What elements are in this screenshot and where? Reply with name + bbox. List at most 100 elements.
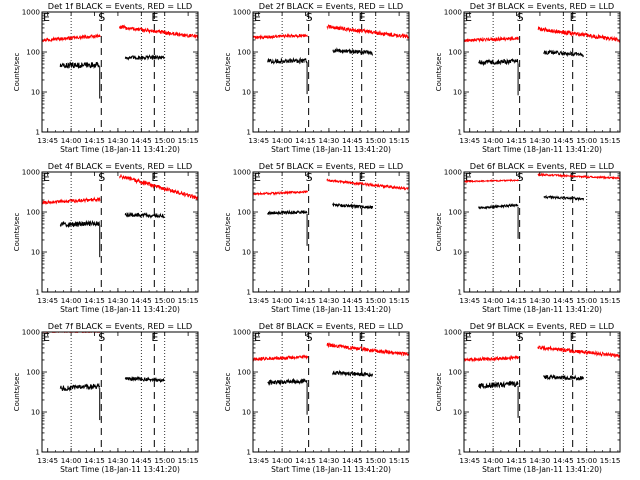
lld-series-line: [326, 24, 410, 39]
x-tick-label: 14:00: [61, 296, 82, 305]
lld-series-line: [537, 172, 621, 181]
marker-label-e: E: [254, 11, 261, 24]
events-series-line: [543, 194, 585, 202]
y-tick-label: 10: [31, 408, 41, 417]
plot-frame: [41, 331, 199, 453]
x-tick-label: 15:15: [600, 136, 621, 145]
lld-series-line: [463, 178, 519, 184]
marker-label-s: S: [306, 11, 313, 24]
y-tick-label: 1: [457, 288, 462, 297]
y-tick-label: 10: [453, 248, 463, 257]
x-tick-label: 13:45: [248, 456, 269, 465]
x-tick-label: 14:15: [84, 456, 105, 465]
detector-panel-1: Det 1f BLACK = Events, RED = LLD 1 10 100 10…: [13, 1, 199, 154]
x-tick-label: 14:00: [272, 136, 293, 145]
detector-panel-3: Det 3f BLACK = Events, RED = LLD 1 10 100 10…: [435, 1, 621, 154]
plot-frame: [41, 11, 199, 133]
x-tick-label: 15:15: [389, 136, 410, 145]
y-tick-label: 10: [242, 248, 252, 257]
x-tick-label: 15:15: [178, 456, 199, 465]
x-tick-label: 13:45: [248, 296, 269, 305]
lld-series-line: [252, 354, 309, 362]
y-tick-label: 1000: [444, 168, 463, 177]
y-tick-label: 1: [457, 128, 462, 137]
plot-frame: [252, 11, 410, 133]
x-tick-label: 14:15: [506, 136, 527, 145]
x-tick-label: 15:00: [365, 296, 386, 305]
marker-label-e: E: [359, 171, 366, 184]
x-tick-label: 14:15: [506, 296, 527, 305]
marker-label-s: S: [517, 331, 524, 344]
marker-label-e: E: [359, 11, 366, 24]
marker-label-e: E: [570, 331, 577, 344]
panel-title: Det 5f BLACK = Events, RED = LLD: [259, 161, 403, 171]
events-series-line: [478, 57, 519, 67]
x-tick-label: 14:00: [61, 136, 82, 145]
x-axis-label: Start Time (18-Jan-11 13:41:20): [271, 465, 391, 474]
y-tick-label: 100: [237, 48, 251, 57]
y-axis-label: Counts/sec: [224, 373, 232, 412]
marker-label-e: E: [43, 171, 50, 184]
x-tick-label: 15:15: [600, 456, 621, 465]
y-tick-label: 100: [448, 48, 462, 57]
x-tick-label: 14:15: [84, 296, 105, 305]
y-tick-label: 1000: [22, 168, 41, 177]
panel-title: Det 9f BLACK = Events, RED = LLD: [470, 321, 614, 331]
x-tick-label: 14:15: [295, 296, 316, 305]
detector-panel-4: Det 4f BLACK = Events, RED = LLD 1 10 100 10…: [13, 161, 199, 314]
x-tick-label: 15:15: [178, 136, 199, 145]
x-axis-label: Start Time (18-Jan-11 13:41:20): [482, 305, 602, 314]
y-axis-label: Counts/sec: [13, 213, 21, 252]
x-tick-label: 13:45: [37, 296, 58, 305]
lld-series-line: [326, 342, 410, 357]
marker-label-s: S: [306, 331, 313, 344]
detector-panel-8: Det 8f BLACK = Events, RED = LLD 1 10 100 10…: [224, 321, 410, 474]
events-series-line: [332, 369, 374, 378]
x-tick-label: 14:00: [61, 456, 82, 465]
panel-title: Det 6f BLACK = Events, RED = LLD: [470, 161, 614, 171]
x-tick-label: 14:00: [483, 136, 504, 145]
y-axis-label: Counts/sec: [13, 53, 21, 92]
x-tick-label: 14:30: [319, 296, 340, 305]
events-series-line: [332, 47, 374, 57]
x-tick-label: 14:15: [84, 136, 105, 145]
detector-panel-9: Det 9f BLACK = Events, RED = LLD 1 10 100 10…: [435, 321, 621, 474]
x-axis-label: Start Time (18-Jan-11 13:41:20): [60, 465, 180, 474]
x-tick-label: 14:45: [553, 296, 574, 305]
marker-label-s: S: [517, 11, 524, 24]
x-tick-label: 14:30: [108, 296, 129, 305]
y-tick-label: 1: [246, 288, 251, 297]
marker-label-e: E: [151, 331, 158, 344]
y-tick-label: 10: [242, 88, 252, 97]
x-tick-label: 15:00: [576, 136, 597, 145]
events-series-line: [543, 49, 584, 58]
detector-panel-7: Det 7f BLACK = Events, RED = LLD 1 10 100 10…: [13, 321, 199, 474]
y-tick-label: 1000: [233, 328, 252, 337]
x-tick-label: 15:15: [600, 296, 621, 305]
x-tick-label: 14:00: [272, 456, 293, 465]
x-tick-label: 15:00: [576, 456, 597, 465]
lld-series-line: [463, 35, 520, 43]
marker-label-e: E: [465, 171, 472, 184]
x-tick-label: 15:00: [365, 456, 386, 465]
y-tick-label: 1000: [22, 328, 41, 337]
x-tick-label: 14:45: [342, 296, 363, 305]
x-tick-label: 14:00: [483, 296, 504, 305]
x-tick-label: 14:45: [131, 456, 152, 465]
y-tick-label: 100: [448, 208, 462, 217]
x-tick-label: 14:45: [342, 456, 363, 465]
x-tick-label: 14:30: [530, 296, 551, 305]
marker-label-e: E: [570, 11, 577, 24]
x-tick-label: 13:45: [459, 456, 480, 465]
x-axis-label: Start Time (18-Jan-11 13:41:20): [60, 305, 180, 314]
marker-label-e: E: [43, 331, 50, 344]
y-tick-label: 1000: [233, 8, 252, 17]
marker-label-e: E: [359, 331, 366, 344]
y-tick-label: 1: [35, 128, 40, 137]
x-axis-label: Start Time (18-Jan-11 13:41:20): [271, 305, 391, 314]
x-tick-label: 14:30: [530, 136, 551, 145]
y-tick-label: 10: [31, 88, 41, 97]
x-tick-label: 14:45: [342, 136, 363, 145]
marker-label-s: S: [98, 331, 105, 344]
